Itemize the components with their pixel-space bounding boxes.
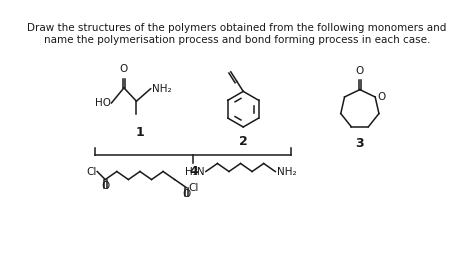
Text: NH₂: NH₂ xyxy=(277,167,297,177)
Text: 4: 4 xyxy=(189,165,198,178)
Text: O: O xyxy=(120,65,128,74)
Text: 1: 1 xyxy=(136,126,145,139)
Text: H₂N: H₂N xyxy=(185,167,205,177)
Text: O: O xyxy=(377,92,385,102)
Text: O: O xyxy=(182,189,191,199)
Text: O: O xyxy=(101,181,109,191)
Text: name the polymerisation process and bond forming process in each case.: name the polymerisation process and bond… xyxy=(44,35,430,45)
Text: 3: 3 xyxy=(356,137,364,150)
Text: O: O xyxy=(356,66,364,76)
Text: NH₂: NH₂ xyxy=(152,84,171,94)
Text: Cl: Cl xyxy=(188,183,199,193)
Text: HO: HO xyxy=(95,98,110,108)
Text: 2: 2 xyxy=(239,135,247,148)
Text: Draw the structures of the polymers obtained from the following monomers and: Draw the structures of the polymers obta… xyxy=(27,23,447,33)
Text: Cl: Cl xyxy=(86,167,96,177)
